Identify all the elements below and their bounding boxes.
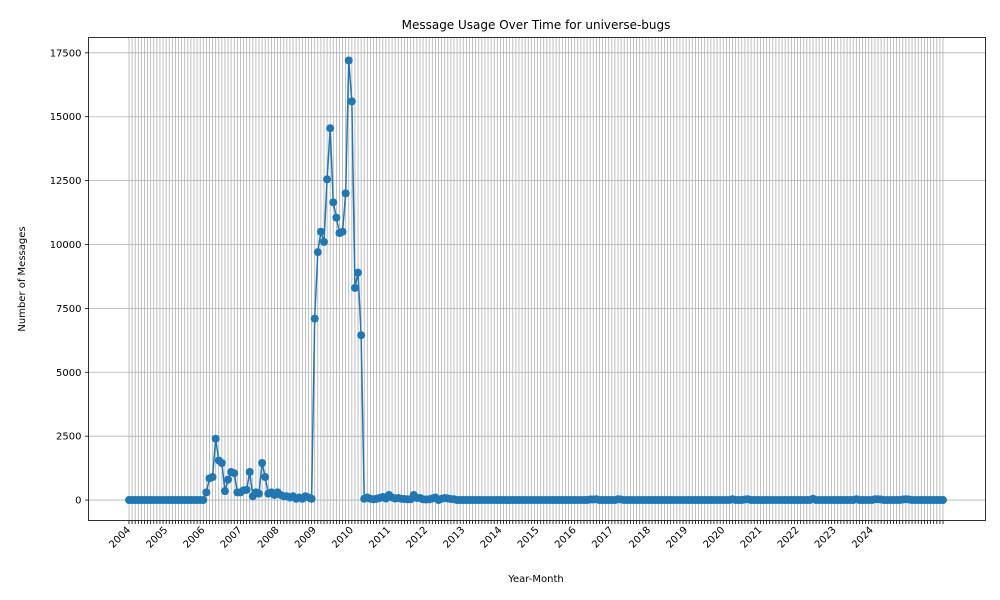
y-tick-label: 5000 bbox=[56, 368, 81, 379]
data-point bbox=[202, 488, 211, 497]
data-point bbox=[224, 475, 233, 484]
y-tick-label: 17500 bbox=[50, 48, 82, 59]
data-point bbox=[357, 331, 366, 340]
x-tick-label: 2017 bbox=[590, 525, 616, 551]
data-point bbox=[217, 459, 226, 467]
data-point bbox=[313, 248, 322, 257]
y-tick-label: 12500 bbox=[50, 176, 82, 187]
x-tick-label: 2021 bbox=[739, 525, 765, 551]
x-tick-label: 2022 bbox=[776, 525, 802, 551]
data-point bbox=[323, 175, 332, 184]
data-point bbox=[199, 496, 208, 505]
data-point bbox=[258, 459, 267, 467]
x-tick-label: 2018 bbox=[627, 525, 653, 551]
x-tick-label: 2016 bbox=[553, 525, 579, 551]
x-tick-label: 2007 bbox=[219, 525, 245, 551]
y-tick-label: 15000 bbox=[50, 112, 82, 123]
x-tick-label: 2005 bbox=[144, 525, 170, 551]
data-point bbox=[307, 494, 316, 503]
series-line bbox=[125, 56, 947, 505]
series-path bbox=[129, 60, 943, 501]
x-tick-label: 2023 bbox=[813, 525, 839, 551]
data-point bbox=[245, 467, 254, 476]
y-tick-label: 2500 bbox=[56, 432, 81, 443]
x-axis-label: Year-Month bbox=[507, 574, 563, 585]
data-point bbox=[230, 469, 239, 478]
data-point bbox=[211, 434, 220, 443]
data-point bbox=[261, 473, 270, 482]
x-tick-label: 2009 bbox=[293, 525, 319, 551]
y-tick-label: 0 bbox=[75, 496, 81, 507]
data-point bbox=[310, 314, 319, 323]
data-point bbox=[332, 213, 341, 222]
y-axis-ticks: 0 2500 5000 7500 10000 12500 15000 17500 bbox=[50, 48, 89, 507]
data-point bbox=[338, 227, 347, 236]
x-tick-label: 2020 bbox=[702, 525, 728, 551]
data-point bbox=[254, 489, 263, 498]
plot-area bbox=[88, 37, 986, 521]
x-tick-label: 2004 bbox=[107, 525, 133, 551]
y-tick-label: 7500 bbox=[56, 304, 81, 315]
chart-title: Message Usage Over Time for universe-bug… bbox=[402, 18, 671, 32]
x-tick-label: 2010 bbox=[330, 525, 356, 551]
data-point bbox=[350, 283, 359, 292]
data-point bbox=[329, 198, 338, 207]
x-tick-label: 2014 bbox=[479, 525, 505, 551]
x-tick-label: 2015 bbox=[516, 525, 542, 551]
data-point bbox=[316, 227, 325, 236]
data-point bbox=[341, 189, 350, 198]
x-tick-label: 2006 bbox=[182, 525, 208, 551]
x-tick-label: 2012 bbox=[404, 525, 430, 551]
x-tick-label: 2011 bbox=[367, 525, 393, 551]
x-tick-label: 2013 bbox=[442, 525, 468, 551]
x-tick-label: 2008 bbox=[256, 525, 282, 551]
x-gridlines bbox=[128, 37, 944, 521]
data-point bbox=[347, 97, 356, 106]
y-tick-label: 10000 bbox=[50, 240, 82, 251]
x-axis-ticks: 2004 2005 2006 2007 2008 2009 2010 2011 2012 2013… bbox=[107, 520, 944, 551]
data-point bbox=[242, 485, 251, 494]
y-axis-label: Number of Messages bbox=[17, 226, 28, 331]
data-point bbox=[354, 268, 363, 277]
data-point bbox=[939, 496, 947, 505]
y-gridlines bbox=[88, 52, 986, 501]
data-point bbox=[319, 237, 328, 246]
data-point bbox=[208, 473, 217, 482]
x-tick-label: 2024 bbox=[850, 525, 876, 551]
x-tick-label: 2019 bbox=[664, 525, 690, 551]
data-point bbox=[326, 124, 335, 133]
data-point bbox=[344, 56, 353, 65]
data-point bbox=[220, 487, 229, 496]
